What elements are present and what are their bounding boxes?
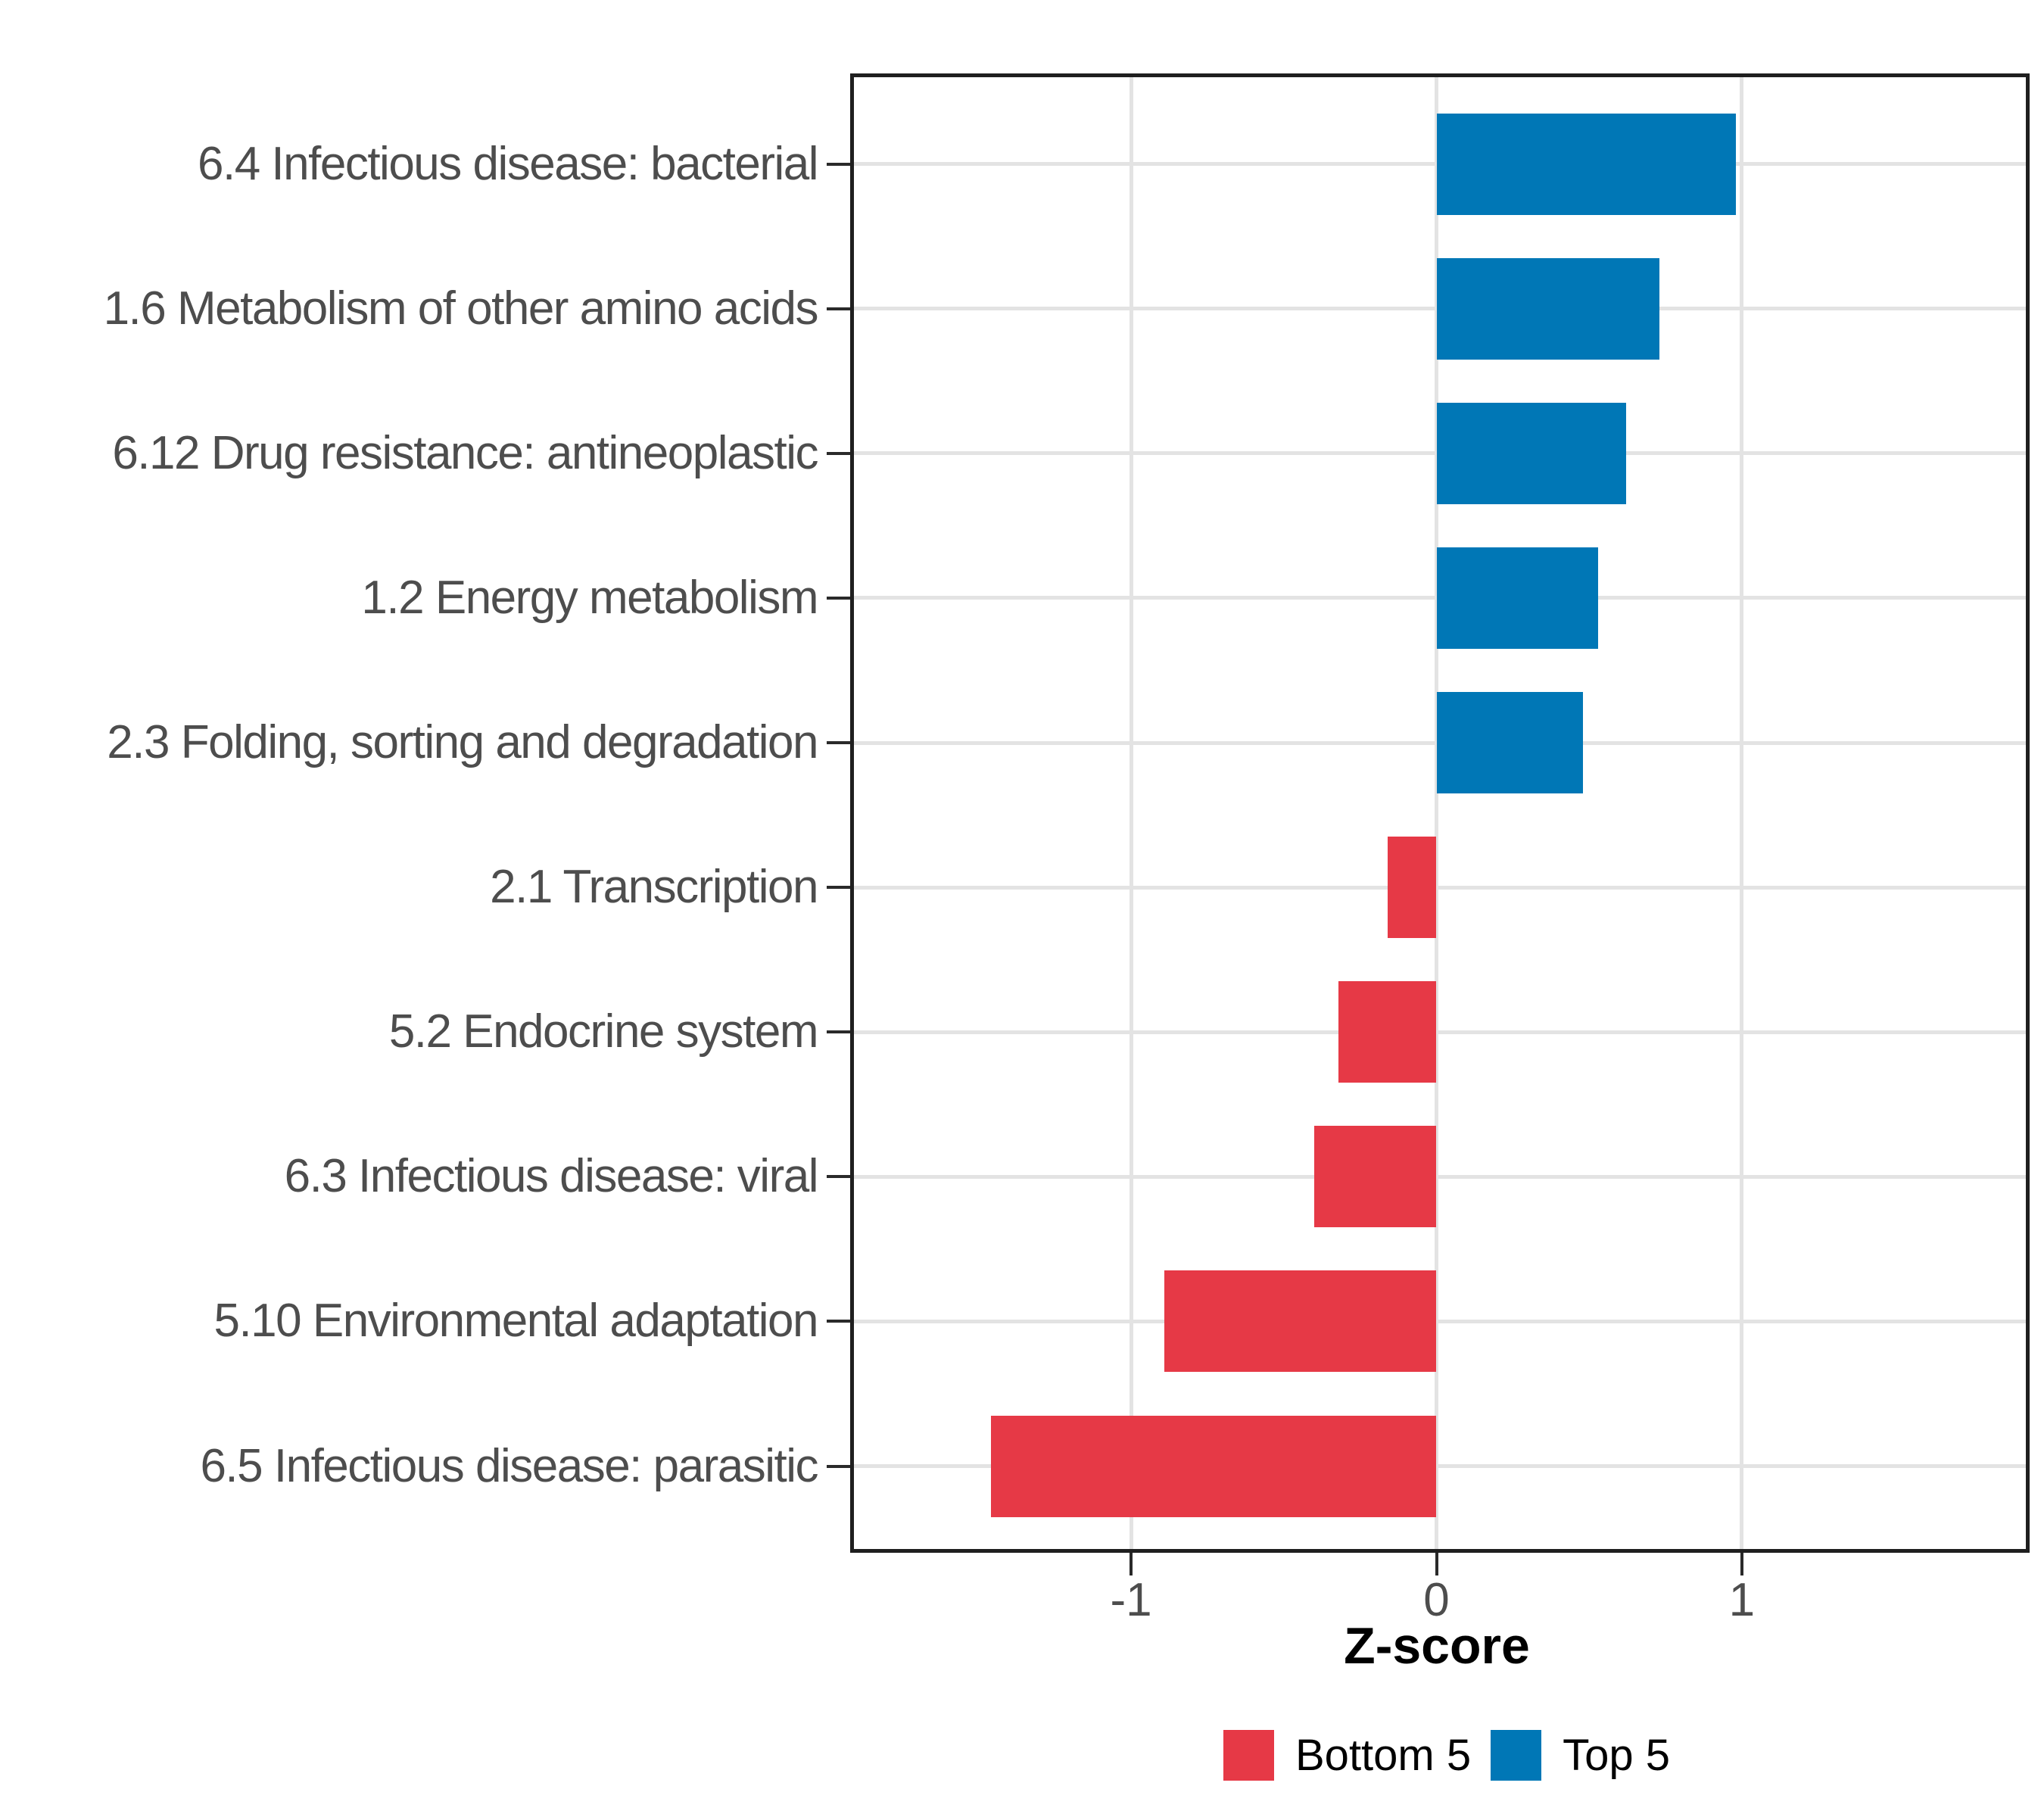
legend-item: Bottom 5	[1223, 1730, 1471, 1781]
y-axis-tick	[827, 1320, 850, 1323]
legend-key-swatch	[1223, 1730, 1274, 1781]
y-axis-tick	[827, 1030, 850, 1034]
legend-item: Top 5	[1491, 1730, 1670, 1781]
bar-top5	[1436, 692, 1584, 793]
legend: Bottom 5 Top 5	[1223, 1730, 1670, 1781]
bar-bottom5	[1314, 1126, 1437, 1228]
y-category-label: 6.4 Infectious disease: bacterial	[197, 137, 819, 190]
y-gridline	[854, 885, 2026, 890]
bar-top5	[1436, 113, 1736, 215]
y-category-label: 1.6 Metabolism of other amino acids	[103, 282, 819, 335]
x-gridline	[1435, 77, 1438, 1549]
y-category-label: 6.3 Infectious disease: viral	[284, 1150, 819, 1203]
x-axis-tick	[1435, 1553, 1438, 1575]
bar-bottom5	[990, 1415, 1437, 1517]
x-axis-tick	[1129, 1553, 1133, 1575]
y-gridline	[854, 1464, 2026, 1468]
y-gridline	[854, 1030, 2026, 1034]
y-category-label: 1.2 Energy metabolism	[361, 571, 818, 624]
y-axis-tick	[827, 741, 850, 744]
bar-top5	[1436, 402, 1626, 504]
x-tick-label: 0	[1423, 1574, 1450, 1626]
x-gridline	[1740, 77, 1744, 1549]
y-axis-tick	[827, 886, 850, 890]
y-category-label: 6.12 Drug resistance: antineoplastic	[112, 426, 818, 479]
y-gridline	[854, 1319, 2026, 1323]
legend-label: Top 5	[1563, 1731, 1671, 1780]
y-axis-tick	[827, 451, 850, 455]
bar-top5	[1436, 257, 1659, 360]
y-category-label: 2.1 Transcription	[490, 861, 818, 914]
y-category-label: 5.2 Endocrine system	[388, 1005, 819, 1058]
legend-label: Bottom 5	[1295, 1731, 1472, 1780]
x-axis-tick	[1740, 1553, 1743, 1575]
bar-bottom5	[1164, 1270, 1437, 1373]
x-tick-label: -1	[1110, 1574, 1152, 1626]
x-tick-label: 1	[1728, 1574, 1756, 1626]
bar-bottom5	[1338, 981, 1437, 1083]
y-axis-tick	[827, 596, 850, 600]
x-gridline	[1129, 77, 1133, 1549]
y-axis-tick	[827, 1175, 850, 1179]
legend-key-swatch	[1491, 1730, 1542, 1781]
y-category-label: 2.3 Folding, sorting and degradation	[107, 716, 818, 768]
y-gridline	[854, 1174, 2026, 1179]
bar-top5	[1436, 547, 1599, 649]
y-axis-tick	[827, 162, 850, 166]
x-axis-title: Z-score	[1344, 1617, 1530, 1675]
bar-bottom5	[1387, 837, 1437, 939]
y-category-label: 6.5 Infectious disease: parasitic	[200, 1439, 818, 1492]
y-axis-tick	[827, 307, 850, 310]
y-category-label: 5.10 Environmental adaptation	[213, 1295, 818, 1348]
y-axis-tick	[827, 1464, 850, 1468]
